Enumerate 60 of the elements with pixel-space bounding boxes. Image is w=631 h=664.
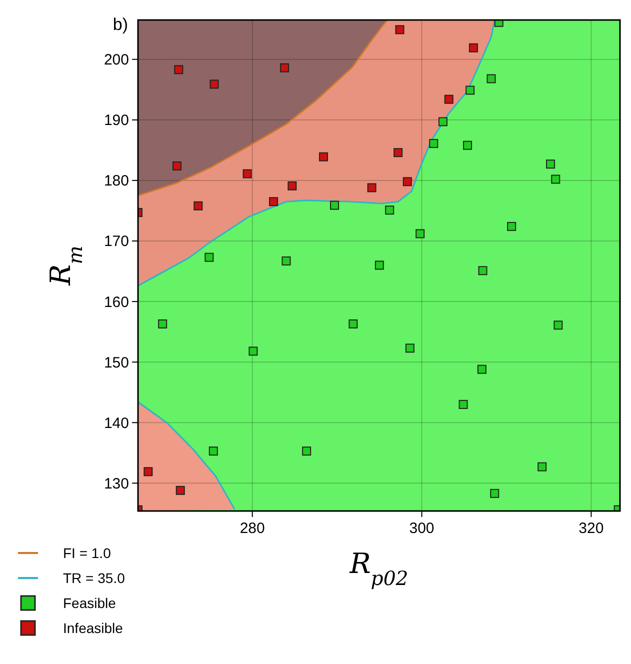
point bbox=[158, 319, 168, 328]
legend-label: Feasible bbox=[63, 594, 116, 611]
point bbox=[507, 222, 516, 231]
point bbox=[468, 43, 478, 52]
point bbox=[554, 320, 563, 330]
legend-label: FI = 1.0 bbox=[63, 544, 112, 561]
point bbox=[394, 148, 403, 158]
point bbox=[282, 256, 291, 266]
point bbox=[551, 174, 560, 184]
point bbox=[367, 183, 376, 192]
point bbox=[546, 160, 556, 169]
y-tick-label: 160 bbox=[104, 294, 129, 311]
point bbox=[438, 117, 448, 126]
legend-label: Infeasible bbox=[63, 620, 124, 636]
point bbox=[385, 206, 394, 215]
point bbox=[348, 319, 358, 328]
point bbox=[174, 65, 184, 74]
point bbox=[194, 201, 203, 210]
y-tick-label: 130 bbox=[104, 475, 129, 492]
point bbox=[176, 486, 185, 495]
y-tick-label: 150 bbox=[104, 354, 129, 372]
point bbox=[477, 364, 486, 374]
point bbox=[458, 400, 468, 409]
point bbox=[144, 467, 153, 476]
point bbox=[269, 197, 278, 206]
point bbox=[402, 177, 412, 186]
x-tick-label: 280 bbox=[240, 520, 265, 537]
point bbox=[374, 260, 384, 270]
y-tick-label: 200 bbox=[104, 52, 129, 69]
point bbox=[463, 140, 472, 150]
legend-label: TR = 35.0 bbox=[63, 570, 126, 586]
point bbox=[330, 200, 340, 210]
point bbox=[478, 266, 488, 276]
point bbox=[444, 94, 454, 104]
point bbox=[204, 252, 214, 262]
point bbox=[405, 344, 414, 353]
point bbox=[319, 152, 328, 162]
point bbox=[538, 462, 547, 472]
point bbox=[429, 139, 438, 148]
point bbox=[288, 181, 297, 190]
point bbox=[210, 80, 219, 89]
chart-title: b) bbox=[112, 15, 128, 34]
y-tick-label: 140 bbox=[104, 414, 129, 432]
point bbox=[416, 229, 425, 238]
y-tick-label: 170 bbox=[104, 233, 129, 250]
point bbox=[280, 63, 290, 72]
point bbox=[486, 74, 496, 84]
point bbox=[208, 446, 218, 456]
point bbox=[248, 346, 258, 356]
point bbox=[395, 25, 404, 34]
x-axis-title: R$_{p02}$ bbox=[348, 547, 408, 590]
point bbox=[302, 446, 312, 456]
point bbox=[466, 86, 475, 95]
point bbox=[172, 161, 182, 170]
x-tick-label: 320 bbox=[578, 520, 604, 537]
x-tick-label: 300 bbox=[409, 520, 434, 537]
point bbox=[490, 488, 500, 498]
y-tick-label: 190 bbox=[104, 112, 129, 130]
y-tick-label: 180 bbox=[104, 172, 129, 190]
point bbox=[242, 169, 252, 178]
